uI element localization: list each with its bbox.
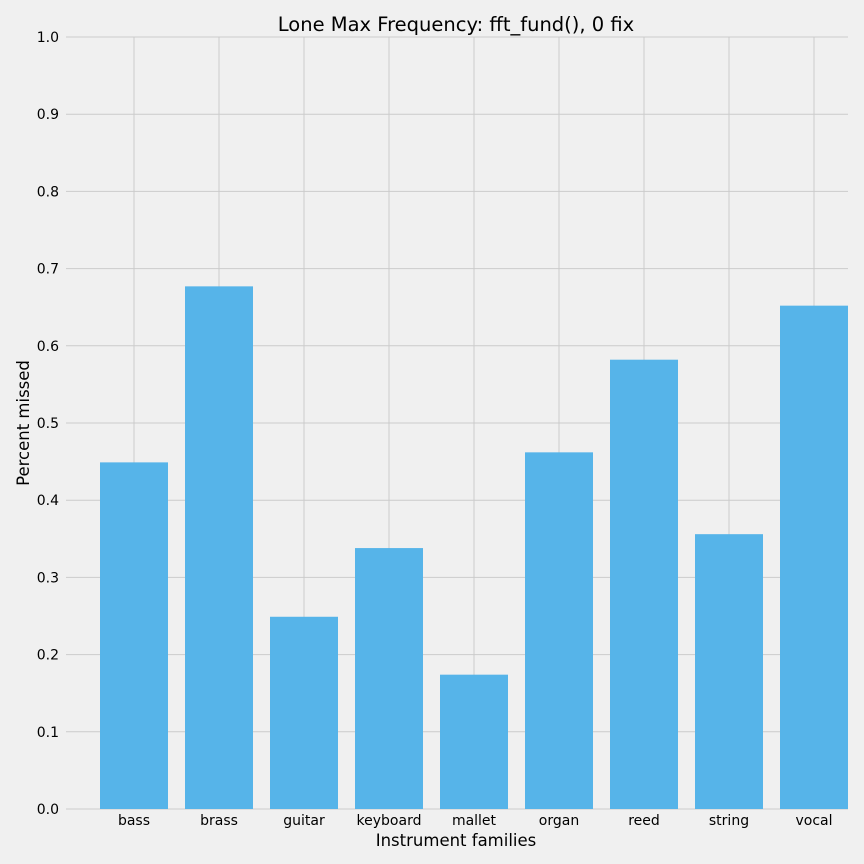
y-tick-label: 1.0 [37,30,59,46]
y-tick-label: 0.4 [37,493,59,509]
x-tick-label: mallet [452,813,497,829]
y-tick-labels: 0.0 0.1 0.2 0.3 0.4 0.5 0.6 0.7 0.8 0.9 1.0 [37,30,59,818]
bars [100,286,848,810]
bar-reed [610,359,678,809]
bar-brass [185,286,253,810]
x-tick-label: vocal [795,813,832,829]
y-tick-label: 0.0 [37,802,59,818]
x-axis-label: Instrument families [376,831,537,850]
chart-title: Lone Max Frequency: fft_fund(), 0 fix [278,13,634,36]
y-tick-label: 0.5 [37,416,59,432]
x-tick-label: string [709,813,749,829]
x-tick-label: bass [118,813,150,829]
y-tick-label: 0.7 [37,262,59,278]
bar-vocal [780,305,848,809]
x-tick-label: brass [200,813,238,829]
bar-organ [525,452,593,809]
bar-guitar [270,616,338,809]
y-tick-label: 0.3 [37,570,59,586]
x-tick-label: organ [539,813,579,829]
y-axis-label: Percent missed [14,360,33,486]
bar-mallet [440,674,508,809]
bar-keyboard [355,548,423,809]
y-tick-label: 0.9 [37,107,59,123]
x-tick-label: guitar [283,813,325,829]
y-tick-label: 0.2 [37,648,59,664]
y-tick-label: 0.1 [37,725,59,741]
bar-string [695,534,763,809]
bar-bass [100,462,168,809]
y-tick-label: 0.6 [37,339,59,355]
x-tick-labels: bass brass guitar keyboard mallet organ reed st… [118,813,833,829]
x-tick-label: reed [628,813,660,829]
y-tick-label: 0.8 [37,184,59,200]
x-tick-label: keyboard [357,813,422,829]
